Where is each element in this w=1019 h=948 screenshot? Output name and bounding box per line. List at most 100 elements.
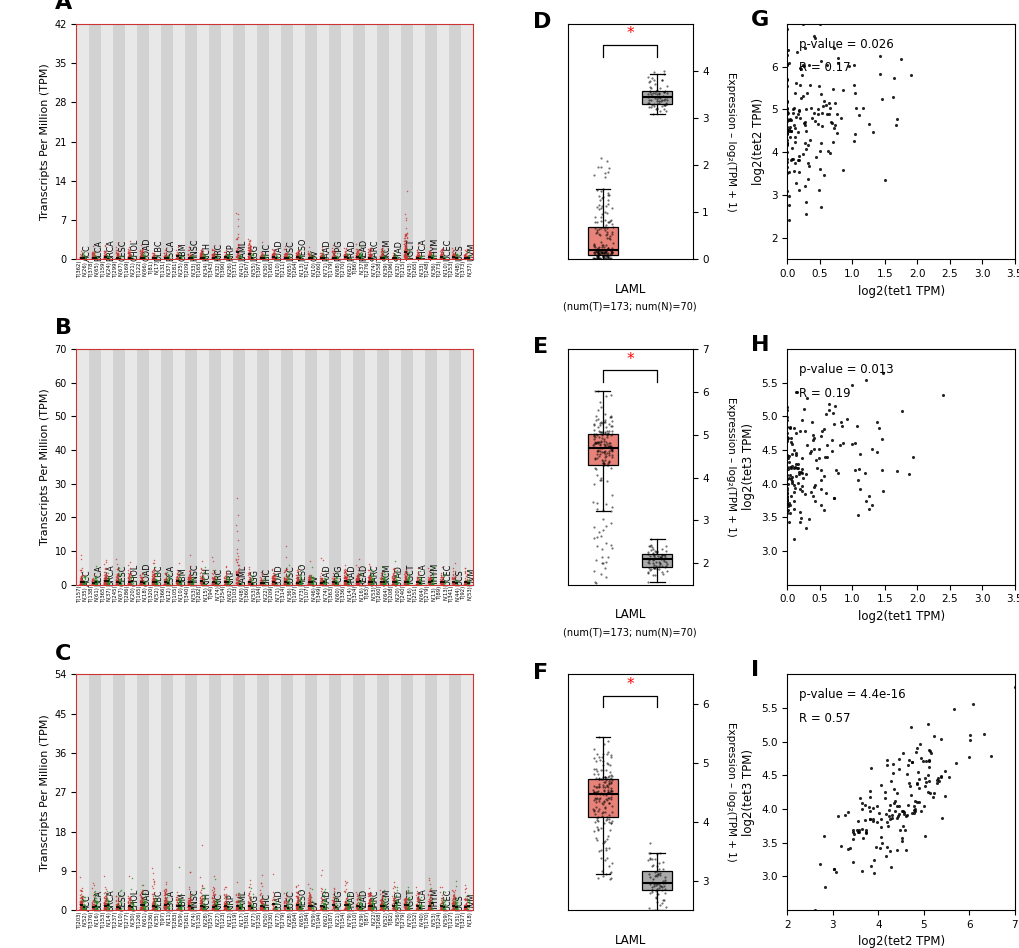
Point: [313, 250, 329, 265]
Bar: [328, 349, 340, 585]
Point: [424, 252, 440, 267]
Point: [180, 896, 197, 911]
Point: [193, 251, 209, 266]
Point: [108, 574, 124, 590]
Point: [642, 835, 658, 850]
Point: [360, 902, 376, 918]
Point: [446, 249, 463, 264]
Point: [277, 251, 293, 266]
Point: [218, 252, 234, 267]
Point: [75, 252, 92, 267]
Point: [348, 248, 365, 264]
Point: [73, 574, 90, 589]
Point: [387, 577, 404, 592]
Point: [253, 251, 269, 266]
Point: [231, 576, 248, 592]
Point: [422, 892, 438, 907]
Point: [180, 246, 197, 262]
Point: [304, 576, 320, 592]
Point: [135, 573, 151, 588]
Point: [76, 576, 93, 592]
Point: [265, 902, 281, 917]
Point: [229, 900, 246, 915]
Point: [651, 550, 667, 565]
Point: [396, 902, 413, 918]
Point: [362, 248, 378, 264]
Point: [365, 902, 381, 917]
Point: [110, 902, 126, 918]
Point: [216, 901, 232, 916]
Point: [87, 251, 103, 266]
Point: [100, 565, 116, 580]
Point: [100, 570, 116, 585]
Point: [444, 901, 461, 916]
Point: [240, 880, 257, 895]
Point: [408, 250, 424, 265]
Point: [445, 250, 462, 265]
Point: [351, 250, 367, 265]
Bar: [461, 24, 473, 260]
Point: [425, 251, 441, 266]
Point: [302, 902, 318, 917]
Point: [145, 574, 161, 590]
Point: [145, 902, 161, 917]
Point: [420, 252, 436, 267]
Point: [172, 886, 189, 902]
Point: [206, 895, 222, 910]
Point: [350, 573, 366, 588]
Point: [96, 895, 112, 910]
Point: [168, 575, 184, 591]
Point: [589, 804, 605, 819]
Point: [159, 251, 175, 266]
Point: [159, 250, 175, 265]
Point: [96, 576, 112, 592]
Point: [425, 250, 441, 265]
Point: [96, 570, 112, 585]
Text: R = 0.19: R = 0.19: [798, 387, 850, 400]
Point: [97, 248, 113, 264]
Point: [412, 249, 428, 264]
Point: [72, 902, 89, 918]
Point: [144, 577, 160, 592]
Point: [98, 902, 114, 918]
Point: [146, 574, 162, 590]
Point: [360, 249, 376, 264]
Point: [132, 889, 149, 904]
Point: [397, 574, 414, 589]
Point: [277, 898, 293, 913]
Point: [314, 902, 330, 918]
Point: [288, 247, 305, 263]
Point: [89, 898, 105, 913]
Point: [457, 564, 473, 579]
Point: [101, 251, 117, 266]
Point: [348, 243, 365, 258]
Point: [848, 822, 864, 837]
Point: [445, 886, 462, 902]
Point: [397, 251, 414, 266]
Point: [599, 733, 615, 748]
Point: [779, 503, 795, 519]
Point: [351, 902, 367, 918]
Point: [420, 576, 436, 592]
Point: [363, 901, 379, 916]
Point: [641, 901, 657, 916]
Point: [361, 243, 377, 258]
Point: [594, 835, 610, 850]
Point: [397, 250, 414, 265]
Point: [253, 577, 269, 592]
Point: [412, 900, 428, 915]
Point: [277, 574, 293, 590]
Point: [413, 250, 429, 265]
Point: [254, 901, 270, 916]
Point: [169, 575, 185, 591]
Point: [301, 575, 317, 591]
Point: [71, 572, 88, 587]
Point: [589, 763, 605, 778]
Point: [265, 884, 281, 900]
Point: [132, 884, 149, 900]
Point: [460, 250, 476, 265]
Point: [313, 250, 329, 265]
Point: [422, 902, 438, 917]
Point: [109, 251, 125, 266]
Point: [229, 894, 246, 909]
